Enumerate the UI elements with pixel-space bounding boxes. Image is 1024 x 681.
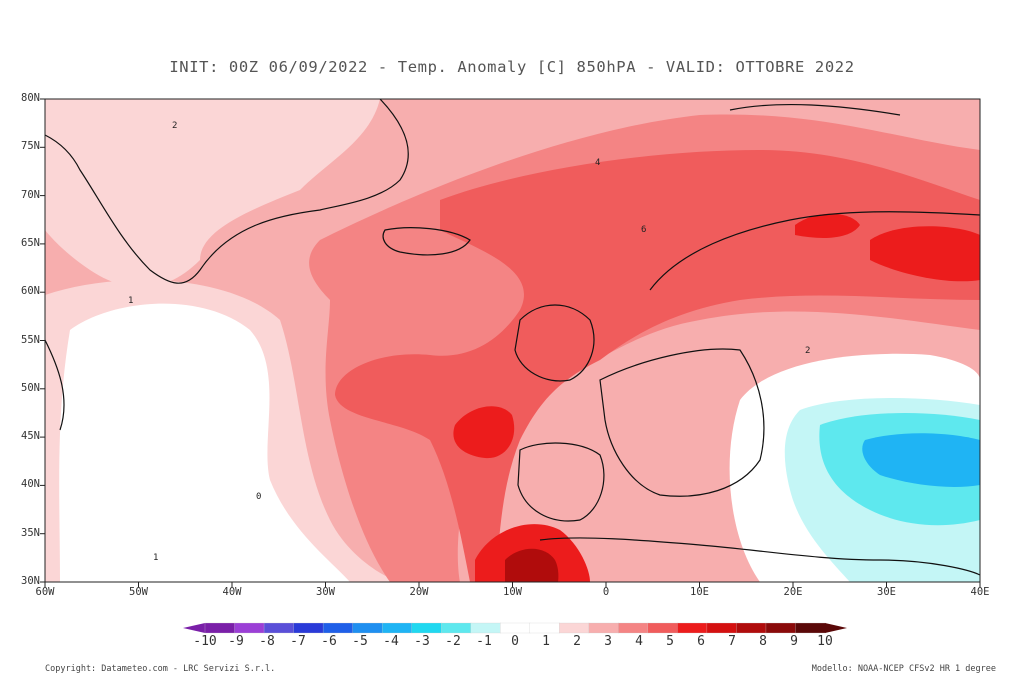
lat-tick-label: 40N [21,478,40,491]
legend-label: -10 [193,634,217,649]
contour-label: 0 [256,492,261,502]
lat-tick-label: 50N [21,381,40,394]
lat-tick-label: 45N [21,430,40,443]
legend-label: -6 [321,634,337,649]
lat-tick-label: 75N [21,140,40,153]
legend-swatch [706,622,738,634]
legend-label: 10 [817,634,833,649]
contour-label: 4 [595,158,600,168]
legend-swatch [234,622,265,634]
legend-label: -8 [259,634,275,649]
legend-swatch [381,622,413,634]
legend-swatch [588,622,619,634]
contour-label: 2 [805,346,810,356]
legend-label: -4 [383,634,399,649]
legend-label: 8 [759,634,767,649]
legend-swatch [204,622,236,634]
anomaly-band-5-6-finland [795,213,860,238]
legend-label: -3 [414,634,430,649]
lat-tick-label: 30N [21,575,40,587]
anomaly-band-5-6-russia [870,226,980,282]
legend-swatch [559,622,590,634]
lon-tick-label: 20E [783,586,803,598]
legend-swatch [470,622,501,634]
legend-label: -5 [352,634,368,649]
coastlines [45,99,980,576]
legend-swatch [618,622,649,634]
central-europe-coast [599,348,765,497]
lat-tick-label: 65N [21,236,40,249]
legend-swatch [765,622,797,634]
legend-swatch [529,622,560,634]
legend-label: -9 [228,634,244,649]
lon-tick-label: 60W [35,586,55,598]
model-text: Modello: NOAA-NCEP CFSv2 HR 1 degree [811,664,996,674]
britain-coast [514,304,595,382]
copyright-text: Copyright: Datameteo.com - LRC Servizi S… [45,664,276,674]
legend-swatch [647,622,679,634]
color-legend [183,622,847,634]
legend-swatch [736,622,767,634]
legend-arrow-right [825,623,847,633]
anomaly-band-1-2-north [45,99,380,288]
lat-tick-label: 60N [21,285,40,298]
lat-tick-label: 35N [21,526,40,539]
legend-swatch [677,622,708,634]
legend-label: 6 [697,634,705,649]
legend-label: -1 [476,634,492,649]
canada-coast [45,339,65,431]
north-africa-coast [539,537,980,576]
legend-label: 1 [542,634,550,649]
lon-tick-label: 0 [602,586,610,598]
contour-label: 1 [128,296,133,306]
legend-swatch [441,622,472,634]
iberia-coast [517,442,605,522]
legend-label: 5 [666,634,674,649]
lon-tick-label: 10W [503,586,522,598]
iceland-coast [382,227,471,256]
lon-tick-label: 30W [316,586,335,598]
contour-label: 1 [153,553,158,563]
contour-label: 6 [641,225,646,235]
anomaly-band-5-6-biscay [453,406,515,459]
contour-label: 2 [172,121,177,131]
anomaly-band-0-1-west [59,303,350,582]
legend-label: -7 [290,634,306,649]
legend-swatch [411,622,442,634]
svalbard-coast [729,103,901,116]
legend-swatch [500,622,531,634]
legend-arrow-left [183,623,205,633]
legend-swatch [263,622,295,634]
legend-swatch [795,622,826,634]
legend-label: 4 [635,634,643,649]
lon-tick-label: 40W [222,586,242,598]
legend-swatch [352,622,383,634]
legend-swatch [293,622,324,634]
anomaly-band-neg-3-2 [862,433,980,487]
lon-tick-label: 40E [970,586,990,598]
anomaly-field [45,99,980,582]
lat-tick-label: 70N [21,188,40,201]
lat-tick-label: 55N [21,333,40,346]
lon-tick-label: 20W [409,586,429,598]
legend-label: 3 [604,634,612,649]
lon-tick-label: 30E [877,586,896,598]
anomaly-band-4-5 [335,150,980,582]
legend-label: 2 [573,634,581,649]
lon-tick-label: 10E [690,586,709,598]
map-title: INIT: 00Z 06/09/2022 - Temp. Anomaly [C]… [169,58,855,76]
legend-swatch [322,622,354,634]
lon-tick-label: 50W [129,586,148,598]
axis-ticks [40,98,981,587]
legend-label: 9 [790,634,798,649]
greenland-coast [45,99,409,284]
scandinavia-coast [649,211,980,291]
legend-label: 7 [728,634,736,649]
legend-label: -2 [445,634,461,649]
legend-label: 0 [511,634,519,649]
lat-tick-label: 80N [21,92,40,104]
anomaly-band-6-7 [505,548,559,582]
